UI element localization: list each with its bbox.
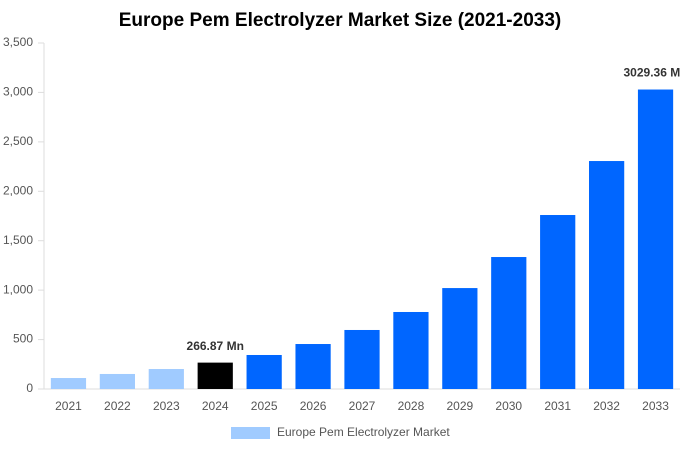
y-tick-label: 500 <box>13 332 33 346</box>
bar <box>148 369 184 389</box>
y-tick-label: 2,000 <box>3 183 33 197</box>
chart-title: Europe Pem Electrolyzer Market Size (202… <box>119 10 561 31</box>
value-label: 3029.36 Mn <box>624 66 680 80</box>
y-tick-label: 1,000 <box>3 282 33 296</box>
value-label: 266.87 Mn <box>187 339 244 353</box>
bar <box>197 362 233 389</box>
y-tick-label: 2,500 <box>3 134 33 148</box>
bar <box>491 257 527 389</box>
x-tick-label: 2029 <box>446 399 473 413</box>
legend-label: Europe Pem Electrolyzer Market <box>277 425 450 439</box>
x-tick-label: 2021 <box>55 399 82 413</box>
x-tick-label: 2030 <box>495 399 522 413</box>
bar <box>393 311 429 389</box>
bar <box>637 89 674 389</box>
x-tick-label: 2023 <box>153 399 180 413</box>
bar <box>99 373 135 389</box>
bar <box>442 288 478 389</box>
y-tick-label: 1,500 <box>3 233 33 247</box>
y-tick-label: 3,500 <box>3 35 33 49</box>
x-tick-label: 2022 <box>104 399 131 413</box>
bar <box>540 215 576 389</box>
y-tick-label: 0 <box>26 381 33 395</box>
x-tick-label: 2027 <box>349 399 376 413</box>
bar <box>246 354 282 389</box>
x-tick-label: 2025 <box>251 399 278 413</box>
x-tick-label: 2028 <box>398 399 425 413</box>
x-tick-label: 2024 <box>202 399 229 413</box>
x-tick-label: 2026 <box>300 399 327 413</box>
bar <box>50 378 87 389</box>
bar <box>589 161 625 389</box>
x-tick-label: 2033 <box>642 399 669 413</box>
bar <box>295 344 331 389</box>
x-tick-label: 2032 <box>593 399 620 413</box>
legend-swatch <box>231 427 270 439</box>
x-tick-label: 2031 <box>544 399 571 413</box>
bar <box>344 329 380 389</box>
y-tick-label: 3,000 <box>3 85 33 99</box>
